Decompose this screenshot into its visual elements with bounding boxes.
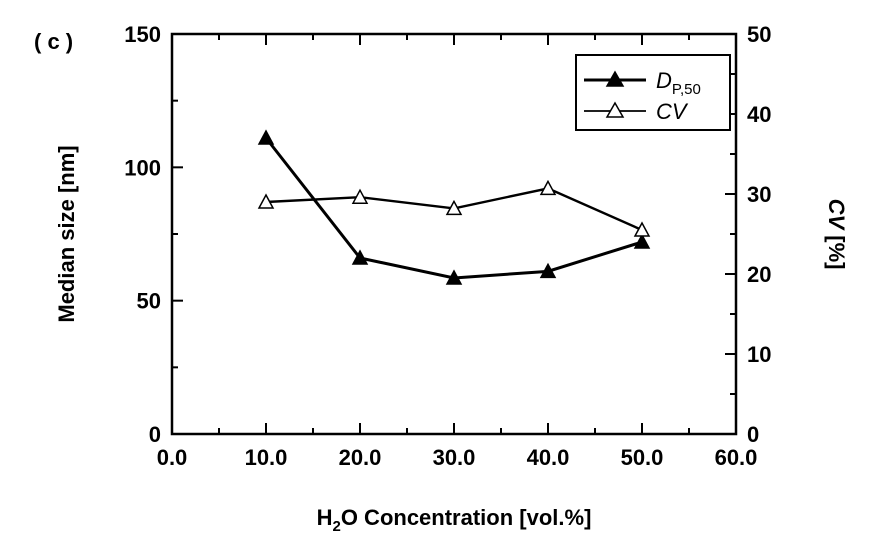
x-axis-title-h: H xyxy=(317,505,333,530)
marker-dp50 xyxy=(445,269,463,285)
x-tick-label: 20.0 xyxy=(339,445,382,470)
x-tick-label: 0.0 xyxy=(157,445,188,470)
y-right-tick-label: 0 xyxy=(747,422,759,447)
marker-dp50 xyxy=(633,233,651,249)
y-left-tick-label: 100 xyxy=(124,155,161,180)
y-right-tick-label: 10 xyxy=(747,342,771,367)
marker-cv xyxy=(257,193,275,209)
x-tick-label: 10.0 xyxy=(245,445,288,470)
y-left-tick-label: 150 xyxy=(124,22,161,47)
legend-label-dp-sub: P,50 xyxy=(672,81,701,98)
y-right-tick-label: 20 xyxy=(747,262,771,287)
tick-labels: 0.0 10.0 20.0 30.0 40.0 50.0 60.00501001500102… xyxy=(124,22,771,470)
marker-dp50 xyxy=(351,249,369,265)
marker-cv xyxy=(633,221,651,237)
marker-dp50 xyxy=(539,262,557,279)
x-tick-label: 30.0 xyxy=(433,445,476,470)
y-left-axis-title: Median size [nm] xyxy=(54,145,79,322)
legend-label-cv: CV xyxy=(656,99,689,124)
y-right-axis-title-cv: CV xyxy=(824,199,849,232)
legend-marker-dp xyxy=(605,70,625,87)
x-axis-title-sub: 2 xyxy=(332,518,340,535)
marker-cv xyxy=(539,179,557,196)
legend-label-dp-main: D xyxy=(656,68,672,93)
y-left-tick-label: 50 xyxy=(137,289,161,314)
legend: DP,50 CV xyxy=(575,54,731,131)
marker-dp50 xyxy=(257,129,275,145)
x-tick-label: 50.0 xyxy=(621,445,664,470)
panel-label: ( c ) xyxy=(34,29,73,54)
marker-cv xyxy=(351,188,369,204)
y-right-tick-label: 40 xyxy=(747,102,771,127)
legend-marker-cv xyxy=(605,101,625,118)
series-layer xyxy=(257,129,651,285)
y-right-axis-title-rest: [%] xyxy=(824,229,849,269)
legend-box xyxy=(575,54,731,131)
y-right-axis-title: CV [%] xyxy=(824,199,849,270)
x-tick-label: 40.0 xyxy=(527,445,570,470)
x-tick-label: 60.0 xyxy=(715,445,758,470)
y-right-tick-label: 50 xyxy=(747,22,771,47)
x-axis-title: H2O Concentration [vol.%] xyxy=(317,505,592,535)
y-left-tick-label: 0 xyxy=(149,422,161,447)
legend-label-dp: DP,50 xyxy=(656,68,701,98)
axis-ticks xyxy=(171,33,737,435)
y-right-tick-label: 30 xyxy=(747,182,771,207)
marker-cv xyxy=(445,199,463,216)
x-axis-title-rest: O Concentration [vol.%] xyxy=(341,505,592,530)
